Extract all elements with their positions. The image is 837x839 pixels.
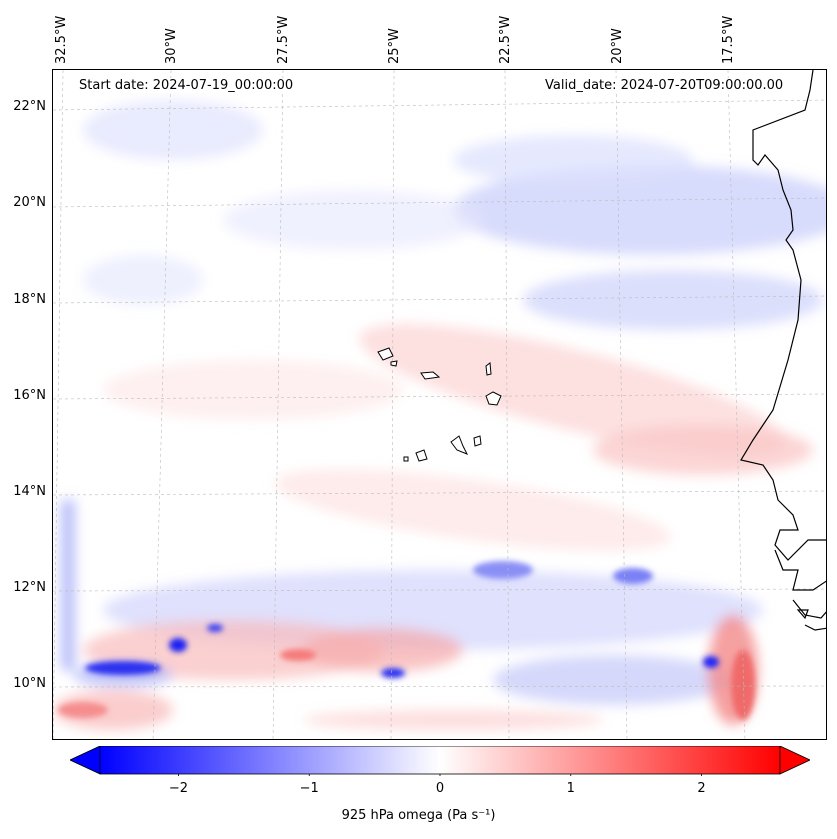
colorbar-tick-label: 0	[435, 781, 445, 796]
lat-label-14n: 14°N	[13, 484, 46, 499]
lat-label-18n: 18°N	[13, 292, 46, 307]
island-boa-vista	[485, 391, 502, 406]
island-maio	[473, 435, 482, 447]
omega-strong-cells	[58, 561, 755, 720]
lon-label-22-5w: 22.5°W	[498, 15, 513, 64]
colorbar	[70, 746, 810, 776]
lon-label-32-5w: 32.5°W	[54, 15, 69, 64]
lon-label-20w: 20°W	[610, 28, 625, 64]
lat-label-16n: 16°N	[13, 388, 46, 403]
graticule	[53, 70, 826, 739]
lon-label-25w: 25°W	[387, 28, 402, 64]
island-santo-antao	[377, 347, 394, 361]
lat-label-10n: 10°N	[13, 676, 46, 691]
colorbar-extend-right	[779, 746, 810, 775]
colorbar-label: 925 hPa omega (Pa s⁻¹)	[341, 808, 496, 823]
colorbar-tick-label: 2	[697, 781, 706, 796]
african-coastline	[740, 70, 826, 631]
start-date-label: Start date: 2024-07-19_00:00:00	[77, 78, 296, 93]
island-sao-vicente	[390, 360, 398, 367]
island-sal	[485, 362, 492, 376]
valid-date-label: Valid_date: 2024-07-20T09:00:00.00	[543, 78, 786, 93]
omega-field-shading	[53, 100, 826, 730]
island-sao-nicolau	[420, 371, 441, 380]
colorbar-tick-label: −1	[299, 781, 319, 796]
colorbar-extend-left	[70, 746, 101, 775]
lon-label-30w: 30°W	[164, 28, 179, 64]
colorbar-tick-label: 1	[566, 781, 575, 796]
lon-label-17-5w: 17.5°W	[721, 15, 736, 64]
lat-label-12n: 12°N	[13, 580, 46, 595]
island-brava	[403, 456, 409, 462]
omega-field-map	[53, 70, 826, 739]
colorbar-tick-label: −2	[168, 781, 189, 796]
map-panel	[52, 69, 827, 740]
lat-label-20n: 20°N	[13, 195, 46, 210]
lon-label-27-5w: 27.5°W	[276, 15, 291, 64]
colorbar-tick-marks	[178, 774, 702, 776]
island-santiago	[450, 435, 469, 455]
colorbar-body	[99, 746, 781, 775]
island-fogo	[415, 449, 428, 462]
cape-verde-islands	[377, 347, 502, 462]
lat-label-22n: 22°N	[13, 99, 46, 114]
